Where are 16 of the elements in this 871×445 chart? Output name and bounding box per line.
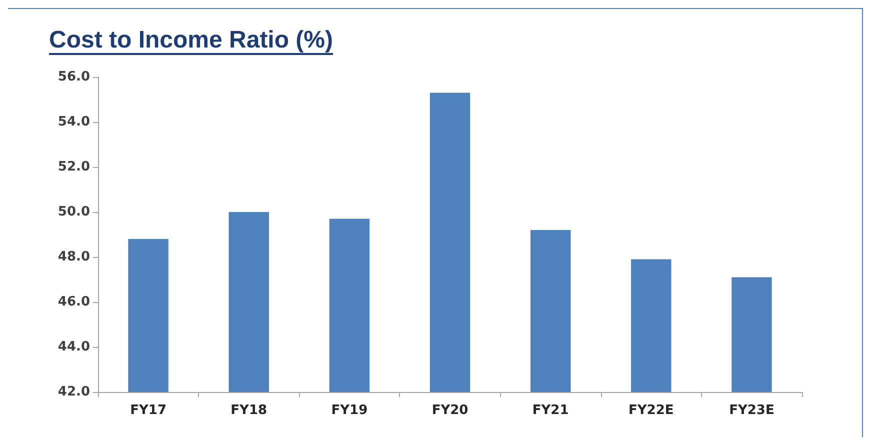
x-tick-label: FY20: [432, 403, 468, 418]
x-tick-label: FY19: [331, 403, 368, 418]
x-tick-label: FY18: [230, 403, 268, 418]
y-tick-label: 50.0: [58, 204, 90, 220]
x-tick-label: FY22E: [628, 403, 674, 418]
x-tick-label: FY21: [532, 403, 569, 418]
y-tick-label: 54.0: [58, 114, 90, 130]
y-tick-label: 44.0: [58, 340, 90, 354]
x-tick-label: FY17: [130, 403, 166, 418]
chart-title: Cost to Income Ratio (%): [49, 26, 334, 54]
y-tick-label: 52.0: [58, 160, 90, 174]
y-tick-label: 56.0: [58, 70, 90, 84]
x-tick-label: FY23E: [729, 403, 774, 418]
y-tick-label: 48.0: [58, 250, 90, 264]
y-tick-label: 46.0: [58, 294, 90, 310]
y-tick-label: 42.0: [58, 384, 90, 400]
